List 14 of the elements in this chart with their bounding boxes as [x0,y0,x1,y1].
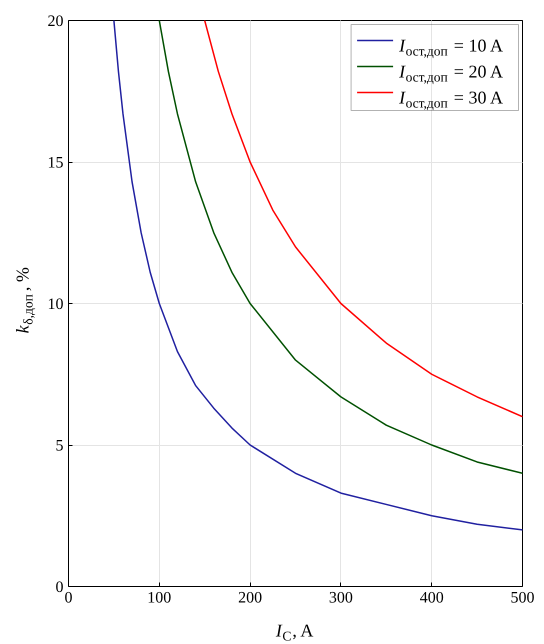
y-tick-label: 5 [56,438,64,454]
line-series [158,20,522,474]
x-tick-label: 300 [328,590,353,606]
x-tick-label: 400 [420,590,444,606]
y-tick-label: 10 [48,296,64,313]
x-tick-label: 100 [147,590,172,606]
y-tick-label: 0 [56,579,64,596]
x-tick-label: 500 [510,590,534,606]
line-series [113,20,522,531]
y-tick-label: 20 [48,13,64,30]
x-tick-label: 200 [238,590,262,606]
y-axis-title: kδ,доп, % [12,267,36,334]
y-tick-label: 15 [48,154,64,172]
line-series [204,20,522,418]
